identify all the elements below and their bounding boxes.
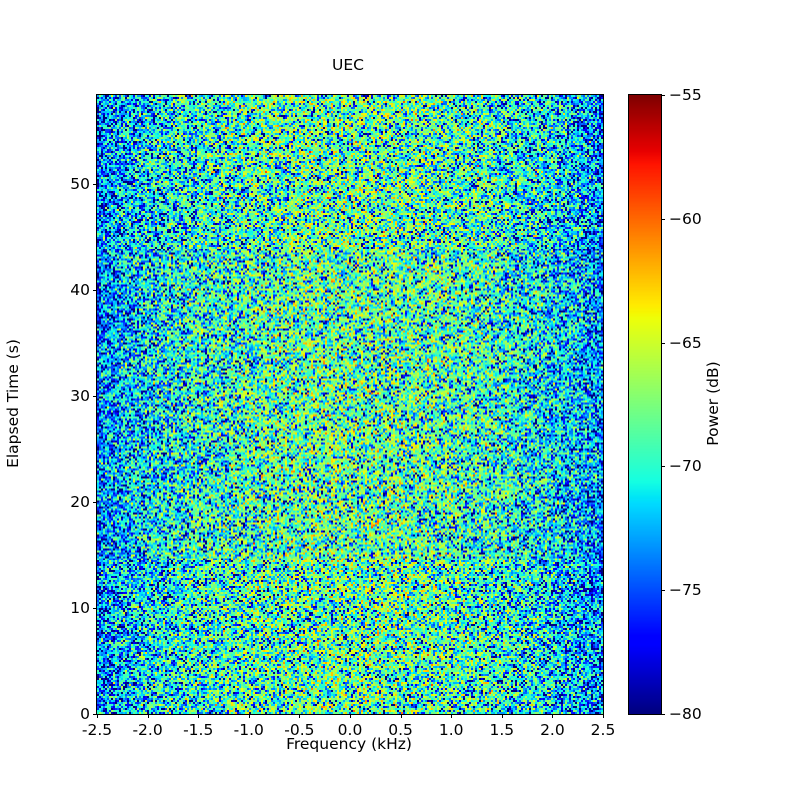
colorbar-label: Power (dB) [704,361,722,446]
colorbar-tick-mark [661,590,665,592]
x-tick-mark [603,714,604,718]
x-tick-label: -1.5 [183,721,214,739]
colorbar-tick-label: −65 [669,333,702,352]
x-tick-label: 0.0 [337,721,363,739]
colorbar-tick-mark [661,466,665,468]
colorbar-tick-mark [661,714,665,715]
x-tick-mark [350,714,351,718]
x-tick-mark [400,714,402,718]
colorbar: −55 −60 −65 −70 −75 −80 [628,86,702,723]
colorbar-tick-mark [661,218,665,220]
x-tick-mark [299,714,301,718]
x-tick-mark [501,714,503,718]
x-tick-label: -0.5 [284,721,315,739]
y-tick-label: 20 [70,493,90,511]
y-tick-mark [93,184,97,186]
y-tick-label: 40 [70,281,90,300]
colorbar-tick-mark [661,95,665,96]
x-tick-label: 2.5 [590,721,616,739]
colorbar-tick-label: −70 [669,457,702,476]
x-tick-label: -1.0 [233,721,264,739]
y-tick-label: 30 [70,387,90,406]
x-tick-mark [451,714,453,718]
x-tick-mark [552,714,554,718]
spectrogram-image [97,95,603,714]
y-tick-mark [93,608,97,609]
x-tick-label: 1.0 [438,721,464,739]
colorbar-tick-label: −80 [669,705,702,723]
y-tick-label: 10 [70,599,90,617]
y-tick-label: 0 [80,705,90,723]
colorbar-gradient [629,95,661,714]
y-tick-mark [93,502,97,503]
y-tick-mark [93,714,97,715]
x-axis-label: Frequency (kHz) [286,735,412,753]
colorbar-tick-label: −60 [669,209,702,228]
x-tick-label: 2.0 [540,721,565,739]
x-tick-label: 0.5 [388,721,413,739]
x-tick-mark [198,714,200,718]
y-tick-mark [93,290,97,292]
colorbar-tick-label: −75 [669,581,702,600]
x-tick-label: 1.5 [489,721,515,739]
colorbar-tick-mark [661,342,665,344]
x-tick-mark [147,714,149,718]
colorbar-tick-label: −55 [669,86,702,104]
x-tick-label: -2.5 [81,721,113,739]
spectrogram-axes: 0 10 20 30 40 50 -2.5 -2.0 -1.5 -1.0 -0.5 0.0 0.5 1.… [70,94,615,739]
title-station: UEC [332,56,364,74]
x-tick-label: -2.0 [132,721,163,739]
y-axis-label: Elapsed Time (s) [4,339,22,468]
y-tick-label: 50 [70,175,90,194]
y-tick-mark [93,396,97,398]
x-tick-mark [97,714,98,718]
x-tick-mark [248,714,250,718]
